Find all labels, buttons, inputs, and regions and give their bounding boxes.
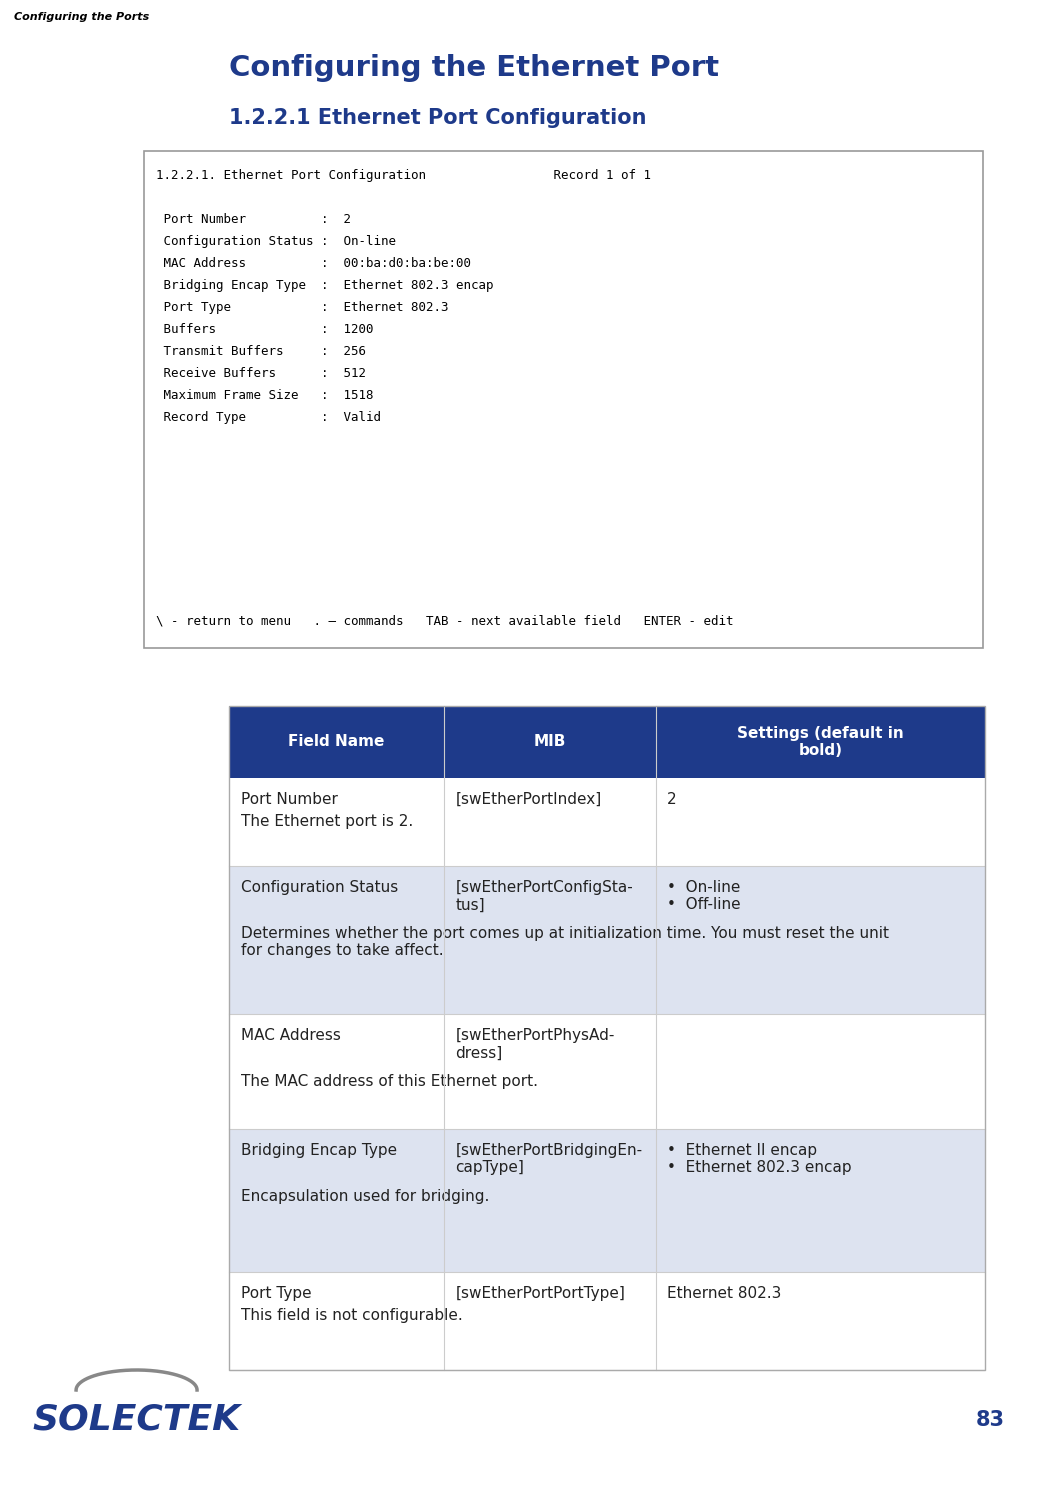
Text: Port Number          :  2: Port Number : 2 (156, 212, 351, 226)
Text: Maximum Frame Size   :  1518: Maximum Frame Size : 1518 (156, 389, 374, 403)
Bar (229, 1129, 985, 1272)
Text: 1.2.2.1. Ethernet Port Configuration                 Record 1 of 1: 1.2.2.1. Ethernet Port Configuration Rec… (156, 169, 651, 181)
Text: MAC Address          :  00:ba:d0:ba:be:00: MAC Address : 00:ba:d0:ba:be:00 (156, 257, 471, 270)
Text: [swEtherPortBridgingEn-
capType]: [swEtherPortBridgingEn- capType] (456, 1143, 643, 1175)
Text: Configuration Status: Configuration Status (240, 880, 398, 895)
Text: Buffers              :  1200: Buffers : 1200 (156, 322, 374, 336)
Bar (229, 866, 985, 1013)
Text: 83: 83 (975, 1410, 1005, 1430)
Text: Port Type: Port Type (240, 1285, 312, 1302)
Text: [swEtherPortConfigSta-
tus]: [swEtherPortConfigSta- tus] (456, 880, 633, 912)
Text: Configuring the Ethernet Port: Configuring the Ethernet Port (229, 53, 719, 82)
Bar (229, 779, 985, 866)
Bar (229, 706, 985, 779)
Text: This field is not configurable.: This field is not configurable. (240, 1308, 463, 1323)
Text: The Ethernet port is 2.: The Ethernet port is 2. (240, 814, 414, 829)
Bar (229, 1272, 985, 1370)
Text: Configuration Status :  On-line: Configuration Status : On-line (156, 235, 396, 248)
Text: Ethernet 802.3: Ethernet 802.3 (667, 1285, 781, 1302)
Text: •  On-line
•  Off-line: • On-line • Off-line (667, 880, 741, 912)
Text: Receive Buffers      :  512: Receive Buffers : 512 (156, 367, 366, 380)
Text: SOLECTEK: SOLECTEK (33, 1401, 240, 1435)
Text: MIB: MIB (533, 734, 566, 749)
Text: Field Name: Field Name (289, 734, 384, 749)
Text: Bridging Encap Type  :  Ethernet 802.3 encap: Bridging Encap Type : Ethernet 802.3 enc… (156, 279, 493, 293)
Text: MAC Address: MAC Address (240, 1028, 341, 1043)
Text: Determines whether the port comes up at initialization time. You must reset the : Determines whether the port comes up at … (240, 926, 889, 958)
Text: Encapsulation used for bridging.: Encapsulation used for bridging. (240, 1189, 489, 1204)
Text: Port Number: Port Number (240, 792, 338, 807)
Text: •  Ethernet II encap
•  Ethernet 802.3 encap: • Ethernet II encap • Ethernet 802.3 enc… (667, 1143, 852, 1175)
Text: [swEtherPortIndex]: [swEtherPortIndex] (456, 792, 602, 807)
Text: Port Type            :  Ethernet 802.3: Port Type : Ethernet 802.3 (156, 302, 448, 314)
Text: Settings (default in
bold): Settings (default in bold) (737, 725, 904, 758)
Text: 1.2.2.1 Ethernet Port Configuration: 1.2.2.1 Ethernet Port Configuration (229, 108, 647, 128)
Text: 2: 2 (667, 792, 677, 807)
Text: The MAC address of this Ethernet port.: The MAC address of this Ethernet port. (240, 1074, 538, 1089)
Text: [swEtherPortPortType]: [swEtherPortPortType] (456, 1285, 626, 1302)
Text: [swEtherPortPhysAd-
dress]: [swEtherPortPhysAd- dress] (456, 1028, 615, 1061)
Text: Transmit Buffers     :  256: Transmit Buffers : 256 (156, 345, 366, 358)
Bar (145, 152, 984, 648)
Bar (229, 706, 985, 1370)
Text: Bridging Encap Type: Bridging Encap Type (240, 1143, 397, 1158)
Bar (229, 1013, 985, 1129)
Text: Record Type          :  Valid: Record Type : Valid (156, 412, 381, 424)
Text: \ - return to menu   . – commands   TAB - next available field   ENTER - edit: \ - return to menu . – commands TAB - ne… (156, 615, 734, 629)
Text: Configuring the Ports: Configuring the Ports (14, 12, 149, 22)
